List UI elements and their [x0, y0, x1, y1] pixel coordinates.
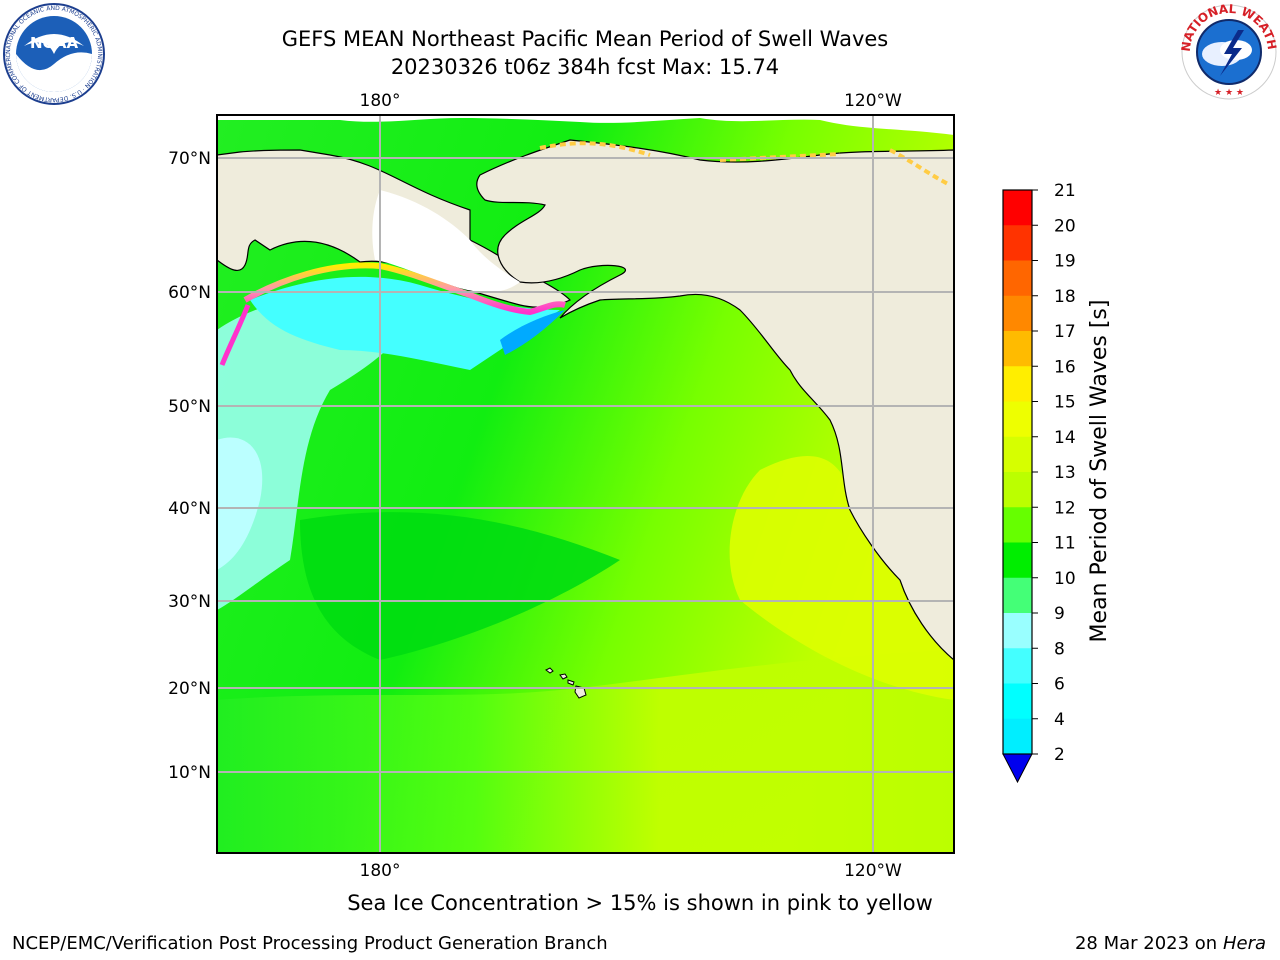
colorbar-tick-label: 11 — [1054, 534, 1076, 554]
colorbar-tick-label: 21 — [1054, 181, 1076, 201]
southern-swell-region — [217, 650, 954, 853]
colorbar-tick-label: 16 — [1054, 357, 1076, 377]
colorbar-segment — [1003, 718, 1032, 755]
map-panel — [217, 115, 954, 853]
colorbar-segment — [1003, 225, 1032, 261]
sea-ice-edge-west — [219, 304, 251, 366]
sea-ice-note: Sea Ice Concentration > 15% is shown in … — [347, 891, 933, 915]
lat-label-50n: 50°N — [168, 397, 211, 417]
lon-label-bottom-120w: 120°W — [844, 861, 902, 881]
land-north-america — [476, 139, 954, 661]
colorbar: 21 20 19 18 17 16 15 14 13 12 11 10 9 8 6 4 2 — [1002, 181, 1076, 784]
land-siberia — [217, 115, 572, 308]
graticule — [217, 115, 954, 853]
chart-subtitle: 20230326 t06z 384h fcst Max: 15.74 — [390, 55, 780, 79]
colorbar-segment — [1003, 436, 1032, 473]
colorbar-tick-label: 4 — [1054, 710, 1065, 730]
colorbar-tick-label: 20 — [1054, 216, 1076, 236]
run-date-text: 28 Mar 2023 on — [1074, 933, 1218, 954]
colorbar-tick-label: 10 — [1054, 569, 1076, 589]
colorbar-tick-label: 18 — [1054, 287, 1076, 307]
nws-logo: NATIONAL WEATHER SERVICE ★ ★ ★ — [1178, 2, 1279, 100]
ocean-field — [217, 115, 954, 853]
colorbar-tick-label: 15 — [1054, 393, 1076, 413]
colorbar-tick-label: 12 — [1054, 498, 1076, 518]
colorbar-segment — [1003, 542, 1032, 579]
lat-label-30n: 30°N — [168, 592, 211, 612]
bering-sea-region — [250, 276, 560, 370]
colorbar-segment — [1003, 507, 1032, 543]
colorbar-tick-label: 19 — [1054, 252, 1076, 272]
colorbar-segment — [1003, 401, 1032, 438]
producer-credit: NCEP/EMC/Verification Post Processing Pr… — [12, 933, 608, 954]
deep-blue-patch — [500, 310, 565, 355]
colorbar-tick-label: 8 — [1054, 639, 1065, 659]
lon-label-bottom-180: 180° — [360, 861, 401, 881]
machine-name: Hera — [1222, 933, 1266, 954]
lat-label-20n: 20°N — [168, 679, 211, 699]
colorbar-segment — [1003, 331, 1032, 367]
lon-label-top-120w: 120°W — [844, 91, 902, 111]
colorbar-segment — [1003, 613, 1032, 649]
colorbar-segment — [1003, 648, 1032, 684]
short-period-core — [217, 437, 263, 570]
run-date: 28 Mar 2023 on Hera — [1075, 933, 1266, 954]
colorbar-segment — [1003, 190, 1032, 226]
colorbar-segment — [1003, 260, 1032, 297]
colorbar-segment — [1003, 472, 1032, 508]
chart-title: GEFS MEAN Northeast Pacific Mean Period … — [281, 27, 889, 51]
colorbar-segment — [1003, 683, 1032, 720]
colorbar-tick-label: 9 — [1054, 604, 1065, 624]
svg-text:NOAA: NOAA — [30, 34, 79, 52]
colorbar-extend-arrow — [1002, 753, 1033, 784]
colorbar-label: Mean Period of Swell Waves [s] — [1087, 300, 1112, 643]
colorbar-frame — [1002, 189, 1033, 755]
colorbar-tick-label: 6 — [1054, 675, 1065, 695]
svg-text:★ ★ ★: ★ ★ ★ — [1214, 88, 1244, 98]
short-period-region — [217, 294, 406, 610]
coastal-long-period-region — [729, 456, 954, 700]
colorbar-segment — [1003, 366, 1032, 402]
map-frame — [216, 114, 955, 854]
sea-ice-edge — [243, 262, 566, 316]
noaa-logo: NOAA NATIONAL OCEANIC AND ATMOSPHERIC AD… — [2, 2, 105, 105]
lat-label-40n: 40°N — [168, 499, 211, 519]
colorbar-tick-label: 2 — [1054, 745, 1065, 765]
arctic-ice-region — [217, 115, 954, 135]
colorbar-segment — [1003, 577, 1032, 614]
lat-label-10n: 10°N — [168, 763, 211, 783]
colorbar-segment — [1003, 295, 1032, 332]
lon-label-top-180: 180° — [360, 91, 401, 111]
mid-ocean-region — [300, 512, 620, 660]
colorbar-tick-label: 17 — [1054, 322, 1076, 342]
land-hawaii — [545, 667, 587, 699]
colorbar-tick-label: 14 — [1054, 428, 1076, 448]
lat-label-60n: 60°N — [168, 283, 211, 303]
lat-label-70n: 70°N — [168, 149, 211, 169]
arctic-ice-edge — [539, 141, 951, 187]
sea-ice-region — [372, 190, 520, 293]
colorbar-tick-label: 13 — [1054, 463, 1076, 483]
